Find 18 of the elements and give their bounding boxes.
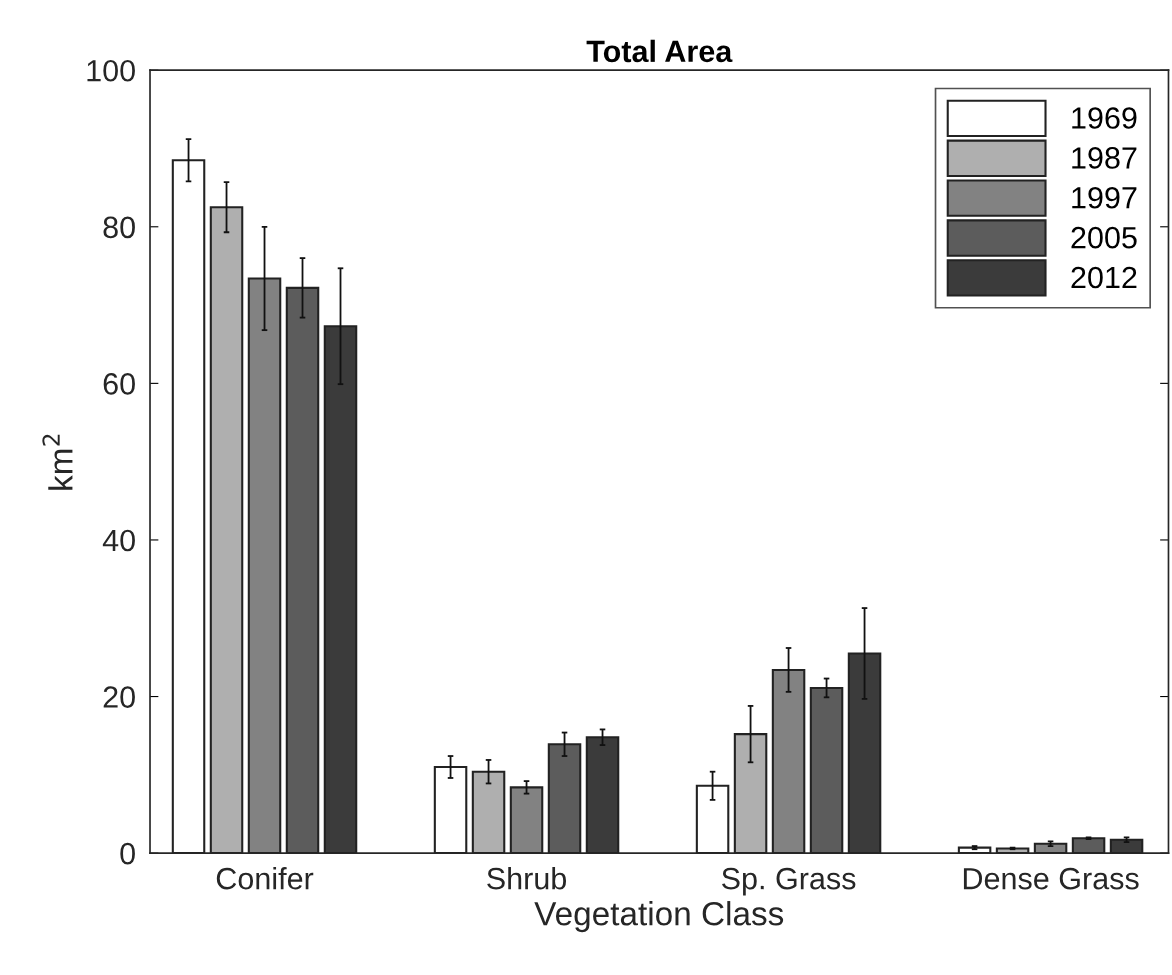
y-tick-label: 80 [103,216,135,239]
legend-label: 1997 [1072,186,1137,209]
y-tick-label: 0 [120,842,135,865]
x-tick-label: Sp. Grass [722,867,856,896]
y-tick-label: 100 [87,59,135,82]
legend-label: 2012 [1071,266,1137,289]
legend-label: 2005 [1071,226,1137,249]
x-tick-label: Conifer [216,867,314,890]
x-tick-label: Shrub [487,867,567,890]
y-axis-title: km$^{2}$ [42,434,73,490]
chart-title: Total Area [586,39,733,63]
legend-label: 1987 [1072,147,1137,169]
y-tick-label: 20 [103,686,135,708]
x-tick-label: Dense Grass [963,867,1139,890]
y-tick-label: 60 [103,373,135,395]
legend-label: 1969 [1072,107,1137,129]
x-axis-title: Vegetation Class [534,901,784,933]
y-tick-label: 40 [102,529,135,552]
